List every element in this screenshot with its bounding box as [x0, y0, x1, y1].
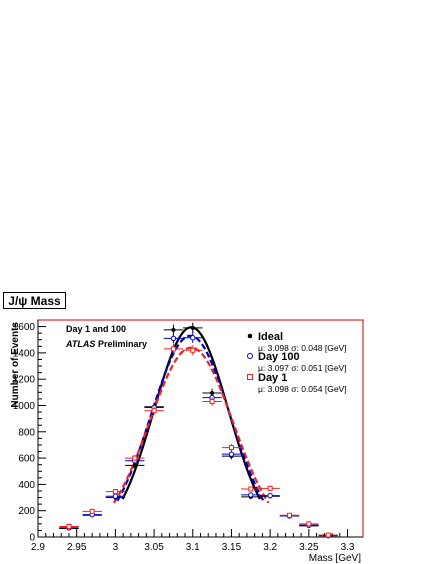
point-day-100: [190, 335, 196, 341]
legend-name-day-1: Day 1: [258, 372, 287, 384]
y-tick-label: 1200: [13, 375, 36, 386]
y-tick-label: 1600: [13, 322, 36, 333]
legend-name-day-100: Day 100: [258, 351, 300, 363]
point-day-1: [267, 485, 273, 491]
y-tick-label: 0: [29, 533, 35, 544]
legend-marker-day-1: [247, 374, 253, 380]
legend-marker-ideal: [247, 333, 253, 339]
point-day-1: [306, 521, 312, 527]
y-tick-label: 1400: [13, 348, 36, 359]
x-axis-label: Mass [GeV]: [309, 553, 361, 564]
point-ideal: [190, 325, 195, 330]
point-day-1: [248, 486, 254, 492]
fit-curves: [112, 326, 270, 504]
y-tick-label: 400: [18, 480, 35, 491]
y-tick-label: 800: [18, 427, 35, 438]
point-day-100: [112, 493, 119, 499]
point-day-1: [209, 399, 215, 405]
point-day-100: [228, 451, 235, 457]
legend-marker-day-100: [247, 353, 253, 359]
y-axis-label: Number of Events: [10, 322, 21, 408]
x-tick-label: 3.15: [222, 542, 242, 553]
chart-title: J/ψ Mass: [3, 292, 66, 309]
point-day-1: [190, 347, 196, 353]
point-day-100: [170, 335, 177, 342]
fit-curve-ideal: [121, 326, 261, 500]
data-points: [59, 322, 338, 539]
annotation-atlas: ATLAS: [65, 339, 95, 349]
x-tick-label: 2.9: [31, 542, 45, 553]
x-tick-label: 3: [113, 542, 119, 553]
x-tick-label: 3.1: [186, 542, 200, 553]
annotation-day-label: Day 1 and 100: [66, 324, 126, 334]
point-day-1: [325, 532, 331, 538]
point-day-1: [286, 512, 292, 518]
axes: 2.9 2.95 3 3.05 3.1 3.15 3.2 3.25 3.3 0 200 400 600 8…: [10, 322, 361, 564]
x-tick-label: 3.2: [263, 542, 277, 553]
y-tick-label: 200: [18, 506, 35, 517]
point-ideal: [171, 327, 176, 332]
legend-stat-day-1: μ: 3.098 σ: 0.054 [GeV]: [258, 384, 347, 394]
point-day-1: [112, 489, 118, 495]
fit-curve-day-100: [116, 334, 265, 502]
x-tick-label: 3.3: [341, 542, 355, 553]
point-day-1: [89, 508, 95, 514]
legend-stat-day-100: μ: 3.097 σ: 0.051 [GeV]: [258, 363, 347, 373]
point-day-1: [228, 445, 234, 451]
point-day-100: [267, 492, 273, 499]
point-day-100: [248, 492, 254, 498]
x-tick-label: 3.25: [299, 542, 319, 553]
legend-stat-ideal: μ: 3.098 σ: 0.048 [GeV]: [258, 343, 347, 353]
point-day-1: [66, 523, 72, 529]
legend-name-ideal: Ideal: [258, 331, 283, 343]
point-day-1: [170, 346, 176, 352]
point-day-1: [151, 408, 157, 414]
annotation-preliminary: Preliminary: [98, 339, 147, 349]
y-tick-label: 600: [18, 454, 35, 465]
annotations: Day 1 and 100 ATLAS Preliminary: [65, 324, 147, 349]
point-ideal: [210, 390, 215, 395]
fit-curve-day-1: [112, 346, 270, 504]
y-tick-label: 1000: [13, 401, 36, 412]
point-ideal: [132, 463, 137, 468]
x-tick-label: 3.05: [144, 542, 164, 553]
point-day-1: [132, 455, 138, 461]
x-tick-label: 2.95: [67, 542, 87, 553]
